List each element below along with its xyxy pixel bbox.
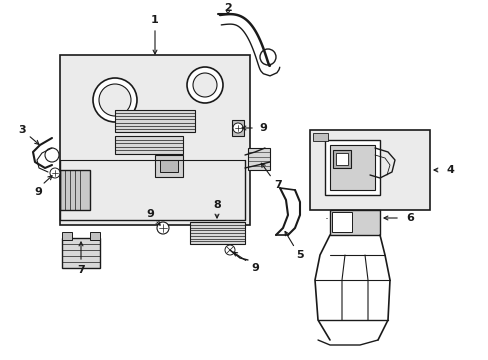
Text: 3: 3 bbox=[18, 125, 26, 135]
Bar bbox=[115, 110, 195, 132]
Text: 6: 6 bbox=[405, 213, 413, 223]
Bar bbox=[190, 222, 244, 244]
Text: 5: 5 bbox=[296, 250, 303, 260]
Text: 9: 9 bbox=[146, 209, 154, 219]
Bar bbox=[329, 210, 379, 235]
Bar bbox=[62, 238, 100, 268]
Text: 9: 9 bbox=[250, 263, 259, 273]
Bar bbox=[231, 120, 244, 136]
Bar bbox=[247, 148, 269, 170]
Circle shape bbox=[186, 67, 223, 103]
Circle shape bbox=[157, 222, 169, 234]
Bar bbox=[155, 155, 183, 177]
Circle shape bbox=[260, 49, 275, 65]
Bar bbox=[312, 133, 327, 141]
Bar bbox=[331, 212, 351, 232]
Circle shape bbox=[99, 84, 131, 116]
Bar bbox=[160, 160, 178, 172]
Bar bbox=[325, 140, 379, 195]
Text: 9: 9 bbox=[259, 123, 266, 133]
Text: 1: 1 bbox=[151, 15, 159, 25]
Bar bbox=[332, 150, 350, 168]
Bar bbox=[62, 232, 72, 240]
Circle shape bbox=[50, 168, 60, 178]
Circle shape bbox=[232, 123, 243, 133]
Text: 2: 2 bbox=[224, 3, 231, 13]
Circle shape bbox=[193, 73, 217, 97]
Bar bbox=[309, 130, 429, 210]
Circle shape bbox=[224, 245, 235, 255]
Text: 8: 8 bbox=[213, 200, 221, 210]
Bar bbox=[335, 153, 347, 165]
Bar bbox=[90, 232, 100, 240]
Text: 4: 4 bbox=[445, 165, 453, 175]
Bar bbox=[115, 136, 183, 154]
Bar bbox=[60, 170, 90, 210]
Bar bbox=[60, 55, 249, 225]
Bar bbox=[329, 145, 374, 190]
Circle shape bbox=[45, 148, 59, 162]
Text: 7: 7 bbox=[77, 265, 85, 275]
Circle shape bbox=[93, 78, 137, 122]
Text: 7: 7 bbox=[274, 180, 281, 190]
Text: 9: 9 bbox=[34, 187, 42, 197]
